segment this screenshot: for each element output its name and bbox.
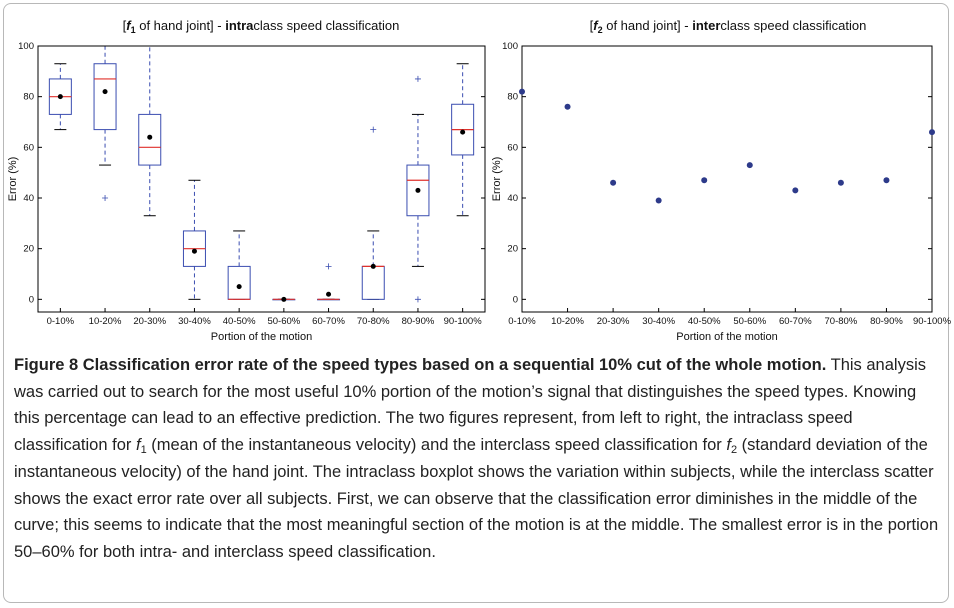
title-part: [	[123, 18, 127, 33]
y-axis-label: Error (%)	[491, 157, 503, 202]
mean	[415, 187, 421, 193]
x-tick-label: 10-20%	[551, 316, 584, 327]
point	[564, 103, 571, 110]
y-tick-label: 100	[502, 41, 518, 52]
y-tick-label: 60	[507, 142, 518, 153]
x-tick-label: 70-80%	[825, 316, 858, 327]
mean	[460, 129, 466, 135]
mean	[57, 94, 63, 100]
x-tick-label: 80-90%	[402, 316, 435, 327]
caption-subscript: 1	[140, 444, 147, 457]
x-tick-label: 0-10%	[47, 316, 75, 327]
caption-symbol: f	[726, 436, 731, 455]
mean	[326, 291, 332, 297]
box	[93, 63, 117, 131]
outlier	[102, 195, 109, 201]
point	[610, 179, 617, 186]
x-tick-label: 90-100%	[913, 316, 952, 327]
x-tick-label: 40-50%	[688, 316, 721, 327]
title-part: class speed classification	[253, 18, 399, 33]
caption: Figure 8 Classification error rate of th…	[14, 352, 942, 566]
caption-text: (standard deviation of the instantaneous…	[14, 436, 939, 561]
title-part: inter	[692, 18, 720, 33]
mean	[191, 248, 197, 254]
mean	[370, 263, 376, 269]
plot-frame	[521, 45, 933, 313]
y-tick-label: 80	[23, 92, 34, 103]
x-tick-label: 30-40%	[178, 316, 211, 327]
y-tick-label: 80	[507, 92, 518, 103]
caption-text: (mean of the instantaneous velocity) and…	[146, 436, 727, 455]
y-tick-label: 20	[23, 244, 34, 255]
y-tick-label: 40	[23, 193, 34, 204]
x-axis-label: Portion of the motion	[211, 331, 313, 343]
caption-title: Figure 8 Classification error rate of th…	[14, 356, 827, 374]
outlier	[325, 263, 332, 270]
x-tick-label: 20-30%	[597, 316, 630, 327]
mean	[236, 284, 242, 290]
x-tick-label: 70-80%	[357, 316, 390, 327]
x-tick-label: 20-30%	[133, 316, 166, 327]
x-tick-label: 30-40%	[642, 316, 675, 327]
mean	[281, 296, 287, 302]
outlier	[370, 126, 377, 133]
y-tick-label: 0	[29, 294, 34, 305]
point	[929, 129, 935, 136]
x-axis-label: Portion of the motion	[676, 331, 778, 343]
y-tick-label: 20	[507, 244, 518, 255]
outlier	[414, 296, 421, 303]
y-tick-label: 100	[18, 41, 34, 52]
x-tick-label: 40-50%	[223, 316, 256, 327]
charts: [f1 of hand joint] - intraclass speed cl…	[7, 18, 952, 343]
y-tick-label: 0	[513, 294, 518, 305]
point	[519, 88, 525, 95]
title-part: [	[590, 18, 594, 33]
x-tick-label: 10-20%	[89, 316, 122, 327]
x-tick-label: 50-60%	[267, 316, 300, 327]
title-part: of hand joint] -	[603, 18, 693, 33]
y-axis-label: Error (%)	[7, 157, 19, 202]
x-tick-label: 50-60%	[733, 316, 766, 327]
x-tick-label: 90-100%	[444, 316, 483, 327]
title-part: f	[126, 18, 132, 33]
caption-symbol: f	[135, 436, 141, 455]
x-tick-label: 60-70%	[312, 316, 345, 327]
title-part: f	[593, 18, 599, 33]
chart-title: [f1 of hand joint] - intraclass speed cl…	[123, 18, 400, 35]
figure-border	[3, 3, 949, 603]
title-part: 1	[131, 25, 136, 35]
point	[837, 179, 844, 186]
title-part: 2	[598, 25, 603, 35]
mean	[102, 89, 108, 95]
y-tick-label: 40	[507, 193, 518, 204]
plot-frame	[37, 45, 486, 313]
title-part: intra	[225, 18, 254, 33]
x-tick-label: 80-90%	[870, 316, 903, 327]
caption-subscript: 2	[730, 444, 738, 457]
chart-title: [f2 of hand joint] - interclass speed cl…	[590, 18, 867, 35]
box	[138, 113, 162, 166]
box	[361, 265, 385, 300]
outlier	[414, 75, 421, 82]
point	[701, 177, 708, 184]
title-part: of hand joint] -	[136, 18, 226, 33]
x-tick-label: 60-70%	[779, 316, 812, 327]
y-tick-label: 60	[23, 142, 34, 153]
point	[746, 162, 753, 169]
x-tick-label: 0-10%	[508, 316, 536, 327]
point	[655, 197, 662, 204]
box	[227, 265, 251, 300]
point	[792, 187, 799, 194]
mean	[147, 134, 153, 140]
title-part: class speed classification	[720, 18, 866, 33]
point	[883, 177, 890, 184]
caption-text: This analysis was carried out to search …	[14, 356, 926, 455]
